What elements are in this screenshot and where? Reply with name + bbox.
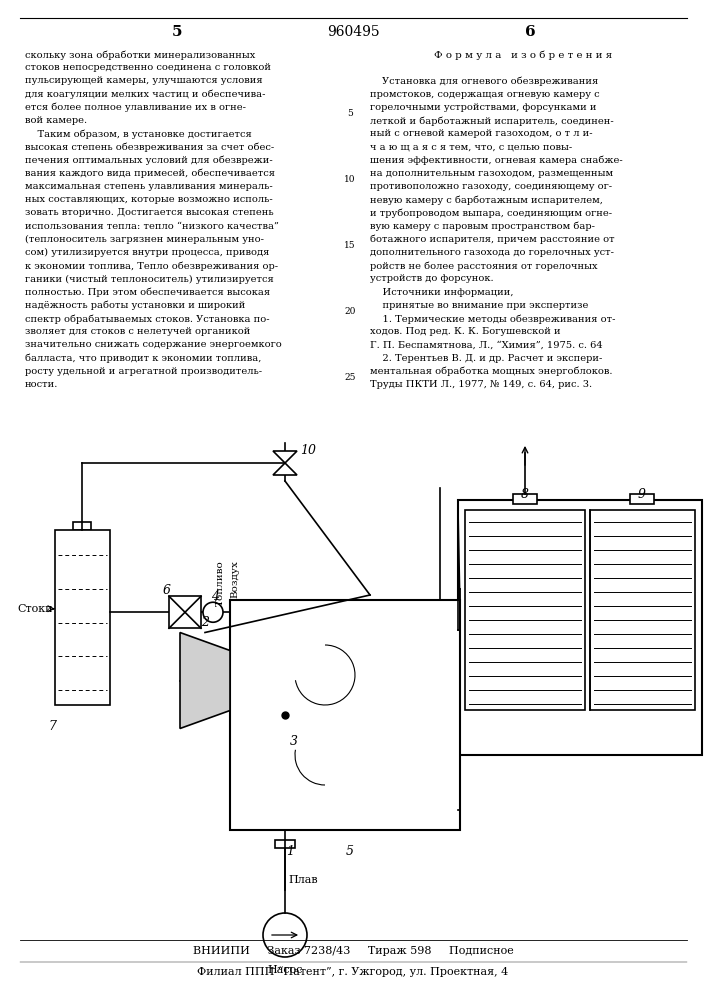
Text: 6: 6 bbox=[525, 25, 535, 39]
Text: принятые во внимание при экспертизе: принятые во внимание при экспертизе bbox=[370, 301, 588, 310]
Polygon shape bbox=[180, 633, 230, 728]
Text: (теплоноситель загрязнен минеральным уно-: (теплоноситель загрязнен минеральным уно… bbox=[25, 235, 264, 244]
Text: 10: 10 bbox=[344, 175, 356, 184]
Text: 2. Терентьев В. Д. и др. Расчет и экспери-: 2. Терентьев В. Д. и др. Расчет и экспер… bbox=[370, 354, 602, 363]
Text: балласта, что приводит к экономии топлива,: балласта, что приводит к экономии топлив… bbox=[25, 354, 262, 363]
Bar bbox=[55, 530, 110, 705]
Text: 4: 4 bbox=[211, 590, 219, 603]
Text: Стоки: Стоки bbox=[17, 604, 52, 614]
Text: 5: 5 bbox=[172, 25, 182, 39]
Circle shape bbox=[203, 602, 223, 622]
Text: ности.: ности. bbox=[25, 380, 59, 389]
Text: спектр обрабатываемых стоков. Установка по-: спектр обрабатываемых стоков. Установка … bbox=[25, 314, 269, 324]
Text: ходов. Под ред. К. К. Богушевской и: ходов. Под ред. К. К. Богушевской и bbox=[370, 327, 561, 336]
Bar bbox=[465, 510, 585, 710]
Text: шения эффективности, огневая камера снабже-: шения эффективности, огневая камера снаб… bbox=[370, 156, 623, 165]
Bar bbox=[458, 500, 702, 755]
Text: полностью. При этом обеспечивается высокая: полностью. При этом обеспечивается высок… bbox=[25, 288, 270, 297]
Text: 1: 1 bbox=[286, 845, 294, 858]
Text: на дополнительным газоходом, размещенным: на дополнительным газоходом, размещенным bbox=[370, 169, 613, 178]
Text: к экономии топлива, Тепло обезвреживания ор-: к экономии топлива, Тепло обезвреживания… bbox=[25, 261, 278, 271]
Text: ный с огневой камерой газоходом, о т л и-: ный с огневой камерой газоходом, о т л и… bbox=[370, 129, 592, 138]
Text: зовать вторично. Достигается высокая степень: зовать вторично. Достигается высокая сте… bbox=[25, 208, 274, 217]
Text: для коагуляции мелких частиц и обеспечива-: для коагуляции мелких частиц и обеспечив… bbox=[25, 90, 266, 99]
Text: ч а ю щ а я с я тем, что, с целью повы-: ч а ю щ а я с я тем, что, с целью повы- bbox=[370, 142, 572, 151]
Text: 3: 3 bbox=[290, 735, 298, 748]
Text: 20: 20 bbox=[344, 307, 356, 316]
Bar bbox=[73, 522, 91, 530]
Text: Ф о р м у л а   и з о б р е т е н и я: Ф о р м у л а и з о б р е т е н и я bbox=[434, 50, 612, 60]
Text: Филиал ППП “Патент”, г. Ужгород, ул. Проектная, 4: Филиал ППП “Патент”, г. Ужгород, ул. Про… bbox=[197, 967, 508, 977]
Bar bbox=[630, 494, 654, 504]
Text: 9: 9 bbox=[638, 488, 646, 501]
Text: 2: 2 bbox=[201, 615, 209, 629]
Text: печения оптимальных условий для обезврежи-: печения оптимальных условий для обезвреж… bbox=[25, 156, 273, 165]
Text: 7: 7 bbox=[48, 720, 56, 733]
Text: Топливо: Топливо bbox=[216, 560, 225, 606]
Bar bbox=[275, 840, 295, 848]
Text: устройств до форсунок.: устройств до форсунок. bbox=[370, 274, 493, 283]
Text: 5: 5 bbox=[346, 845, 354, 858]
Text: 6: 6 bbox=[163, 584, 171, 597]
Text: противоположно газоходу, соединяющему ог-: противоположно газоходу, соединяющему ог… bbox=[370, 182, 612, 191]
Text: ВНИИПИ     Заказ 7238/43     Тираж 598     Подписное: ВНИИПИ Заказ 7238/43 Тираж 598 Подписное bbox=[192, 946, 513, 956]
Text: Насос: Насос bbox=[267, 965, 303, 975]
Text: высокая степень обезвреживания за счет обес-: высокая степень обезвреживания за счет о… bbox=[25, 142, 274, 152]
Text: ройств не более расстояния от горелочных: ройств не более расстояния от горелочных bbox=[370, 261, 597, 271]
Text: надёжность работы установки и широкий: надёжность работы установки и широкий bbox=[25, 301, 245, 310]
Text: ганики (чистый теплоноситель) утилизируется: ганики (чистый теплоноситель) утилизируе… bbox=[25, 274, 274, 284]
Text: максимальная степень улавливания минераль-: максимальная степень улавливания минерал… bbox=[25, 182, 273, 191]
Text: Установка для огневого обезвреживания: Установка для огневого обезвреживания bbox=[382, 76, 598, 86]
Text: ментальная обработка мощных энергоблоков.: ментальная обработка мощных энергоблоков… bbox=[370, 367, 612, 376]
Text: использования тепла: тепло “низкого качества”: использования тепла: тепло “низкого каче… bbox=[25, 222, 279, 231]
Text: леткой и барботажный испаритель, соединен-: леткой и барботажный испаритель, соедине… bbox=[370, 116, 614, 125]
Text: дополнительного газохода до горелочных уст-: дополнительного газохода до горелочных у… bbox=[370, 248, 614, 257]
Bar bbox=[169, 596, 201, 628]
Text: вания каждого вида примесей, обеспечивается: вания каждого вида примесей, обеспечивае… bbox=[25, 169, 275, 178]
Text: Таким образом, в установке достигается: Таким образом, в установке достигается bbox=[25, 129, 252, 139]
Text: Г. П. Беспамятнова, Л., “Химия”, 1975. с. 64: Г. П. Беспамятнова, Л., “Химия”, 1975. с… bbox=[370, 340, 602, 349]
Text: росту удельной и агрегатной производитель-: росту удельной и агрегатной производител… bbox=[25, 367, 262, 376]
Text: ных составляющих, которые возможно исполь-: ных составляющих, которые возможно испол… bbox=[25, 195, 273, 204]
Text: 1. Термические методы обезвреживания от-: 1. Термические методы обезвреживания от- bbox=[370, 314, 616, 324]
Text: 15: 15 bbox=[344, 241, 356, 250]
Text: 25: 25 bbox=[344, 373, 356, 382]
Text: Воздух: Воздух bbox=[230, 560, 240, 598]
Text: скольку зона обработки минерализованных: скольку зона обработки минерализованных bbox=[25, 50, 255, 60]
Bar bbox=[513, 494, 537, 504]
Text: пульсирующей камеры, улучшаются условия: пульсирующей камеры, улучшаются условия bbox=[25, 76, 262, 85]
Circle shape bbox=[263, 913, 307, 957]
Text: 10: 10 bbox=[300, 444, 316, 458]
Bar bbox=[230, 600, 460, 830]
Text: промстоков, содержащая огневую камеру с: промстоков, содержащая огневую камеру с bbox=[370, 90, 600, 99]
Polygon shape bbox=[273, 463, 297, 475]
Text: 5: 5 bbox=[347, 109, 353, 118]
Polygon shape bbox=[273, 451, 297, 463]
Text: вую камеру с паровым пространством бар-: вую камеру с паровым пространством бар- bbox=[370, 222, 595, 231]
Text: стоков непосредственно соединена с головкой: стоков непосредственно соединена с голов… bbox=[25, 63, 271, 72]
Text: вой камере.: вой камере. bbox=[25, 116, 87, 125]
Text: значительно снижать содержание энергоемкого: значительно снижать содержание энергоемк… bbox=[25, 340, 282, 349]
Text: зволяет для стоков с нелетучей органикой: зволяет для стоков с нелетучей органикой bbox=[25, 327, 250, 336]
Text: и трубопроводом выпара, соединяющим огне-: и трубопроводом выпара, соединяющим огне… bbox=[370, 208, 612, 218]
Text: Плав: Плав bbox=[288, 875, 317, 885]
Bar bbox=[590, 510, 695, 710]
Text: ется более полное улавливание их в огне-: ется более полное улавливание их в огне- bbox=[25, 103, 246, 112]
Text: горелочными устройствами, форсунками и: горелочными устройствами, форсунками и bbox=[370, 103, 597, 112]
Text: 960495: 960495 bbox=[327, 25, 380, 39]
Text: Труды ПКТИ Л., 1977, № 149, с. 64, рис. 3.: Труды ПКТИ Л., 1977, № 149, с. 64, рис. … bbox=[370, 380, 592, 389]
Text: невую камеру с барботажным испарителем,: невую камеру с барботажным испарителем, bbox=[370, 195, 603, 205]
Text: сом) утилизируется внутри процесса, приводя: сом) утилизируется внутри процесса, прив… bbox=[25, 248, 269, 257]
Text: ботажного испарителя, причем расстояние от: ботажного испарителя, причем расстояние … bbox=[370, 235, 614, 244]
Text: 8: 8 bbox=[521, 488, 529, 501]
Text: Источники информации,: Источники информации, bbox=[370, 288, 513, 297]
